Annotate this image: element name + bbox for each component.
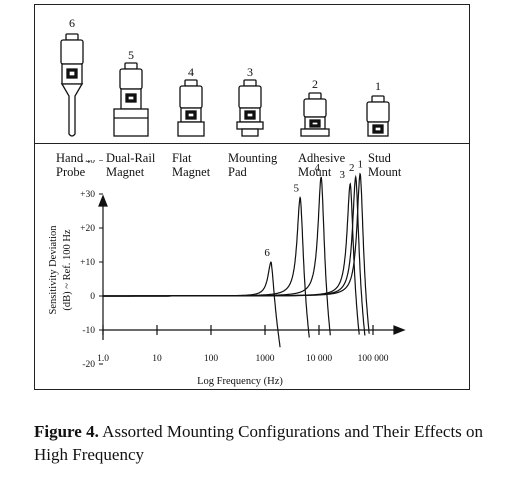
mount-label: Magnet: [172, 165, 211, 179]
response-curve-6: [103, 261, 281, 348]
mount-label: Hand: [56, 151, 84, 165]
mount-label: Dual-Rail: [106, 151, 156, 165]
response-curve-5: [103, 196, 310, 338]
mount-label: Mounting: [228, 151, 278, 165]
mount-number: 6: [69, 16, 75, 30]
y-tick-label: 0: [90, 292, 95, 302]
y-tick-label: +20: [80, 224, 95, 234]
mount-number: 3: [247, 65, 253, 79]
mount-label: Probe: [56, 165, 86, 179]
curve-label-1: 1: [357, 160, 363, 171]
y-tick-label: +10: [80, 258, 95, 268]
curve-label-3: 3: [340, 169, 346, 181]
response-curve-3: [103, 182, 360, 335]
response-curve-1: [103, 172, 370, 334]
hand-probe-illustration: [60, 33, 84, 137]
caption-text: Assorted Mounting Configurations and The…: [34, 422, 484, 464]
mount-illustrations: 6 5 4 3 2 1 Hand Probe Dual-Rail Magnet …: [56, 16, 402, 179]
curve-label-5: 5: [294, 182, 300, 194]
x-axis-label: Log Frequency (Hz): [197, 376, 283, 387]
curve-label-6: 6: [264, 247, 270, 259]
x-tick-label: 10: [152, 354, 162, 364]
y-tick-label: -10: [82, 326, 95, 336]
flat-magnet-illustration: [177, 79, 205, 137]
figure-frame: [34, 4, 470, 390]
mount-number: 5: [128, 48, 134, 62]
mount-label: Mount: [368, 165, 402, 179]
curve-label-2: 2: [349, 162, 355, 174]
mount-label: Stud: [368, 151, 392, 165]
adhesive-mount-illustration: [300, 92, 330, 137]
mount-number: 4: [188, 65, 194, 79]
response-curve-2: [103, 174, 366, 336]
x-tick-label: 10 000: [306, 354, 332, 364]
mount-number: 2: [312, 77, 318, 91]
mount-label: Mount: [298, 165, 332, 179]
x-tick-label: 1.0: [97, 354, 109, 364]
mount-number: 1: [375, 79, 381, 93]
y-tick-label: +40: [80, 160, 95, 166]
frequency-response-chart: +40 +30 +20 +10 0 -10 -20 1.0 10 100 1000 10 000 10…: [48, 160, 406, 387]
dual-rail-magnet-illustration: [113, 62, 149, 137]
x-tick-label: 100 000: [358, 354, 389, 364]
mount-label: Magnet: [106, 165, 145, 179]
mount-label: Pad: [228, 165, 248, 179]
y-tick-label: -20: [82, 360, 95, 370]
x-tick-label: 1000: [256, 354, 275, 364]
mounting-pad-illustration: [236, 79, 264, 137]
caption-label: Figure 4.: [34, 422, 99, 441]
x-tick-label: 100: [204, 354, 219, 364]
mount-label: Flat: [172, 151, 192, 165]
stud-mount-illustration: [366, 95, 390, 137]
y-axis-label-line2: (dB) ~ Ref. 100 Hz: [62, 229, 73, 311]
y-axis-label-line1: Sensitivity Deviation: [48, 225, 59, 315]
y-tick-label: +30: [80, 190, 95, 200]
figure-caption: Figure 4. Assorted Mounting Configuratio…: [34, 420, 504, 466]
mount-label: Adhesive: [298, 151, 346, 165]
figure-divider: [34, 143, 470, 144]
y-axis-arrow: [98, 194, 108, 207]
curve-label-4: 4: [314, 162, 320, 174]
x-axis-arrow: [393, 325, 406, 335]
